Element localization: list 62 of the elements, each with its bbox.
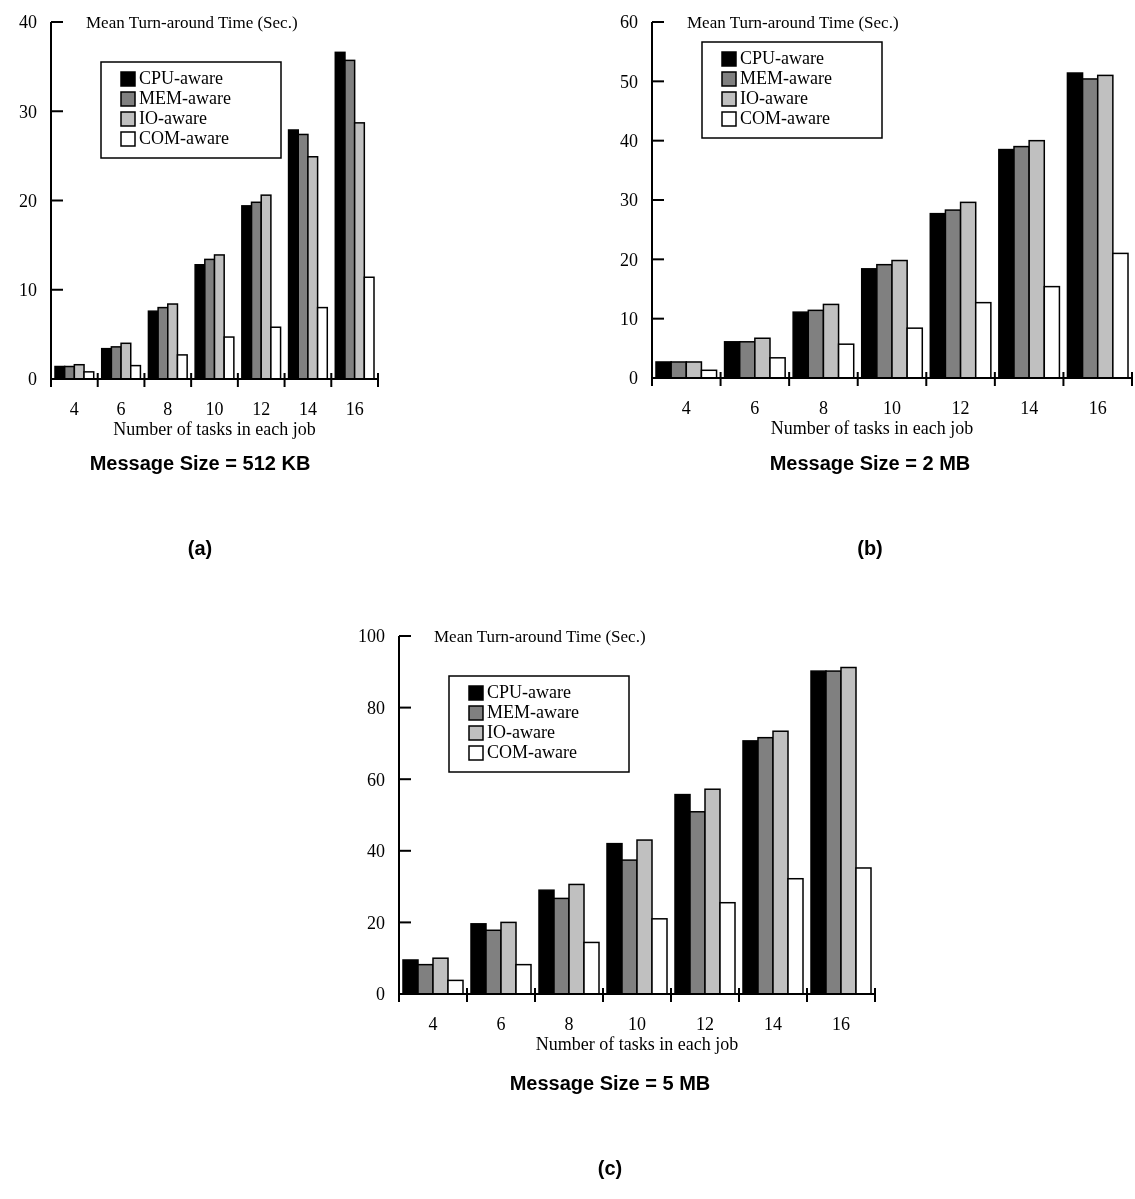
x-tick-label: 8 — [163, 399, 173, 419]
y-tick-label: 50 — [620, 71, 638, 92]
x-tick-label: 12 — [696, 1014, 714, 1034]
legend-label: COM-aware — [139, 128, 229, 148]
legend-label: IO-aware — [740, 88, 808, 108]
x-tick-label: 6 — [116, 399, 126, 419]
text: Message Size = 5 MB — [509, 1072, 711, 1094]
x-tick-label: 10 — [883, 398, 901, 418]
x-tick-label: 6 — [496, 1014, 506, 1034]
y-tick-label: 0 — [629, 368, 638, 389]
x-axis-title: Number of tasks in each job — [770, 418, 974, 438]
x-tick-label: 16 — [1088, 398, 1107, 418]
x-tick-label: 10 — [205, 399, 224, 419]
text: (b) — [857, 537, 883, 559]
y-tick-label: 20 — [367, 912, 385, 933]
text: (a) — [187, 537, 213, 559]
text: Message Size = 512 KB — [89, 452, 311, 474]
y-tick-label: 0 — [28, 369, 37, 390]
y-tick-label: 30 — [19, 101, 37, 122]
legend-label: COM-aware — [487, 742, 577, 762]
y-tick-label: 10 — [19, 280, 37, 301]
x-axis-title: Number of tasks in each job — [113, 419, 316, 439]
x-tick-label: 14 — [764, 1014, 782, 1034]
x-tick-label: 16 — [832, 1014, 850, 1034]
legend-label: CPU-aware — [139, 68, 223, 88]
y-tick-label: 100 — [358, 626, 385, 647]
x-axis-title: Number of tasks in each job — [535, 1034, 739, 1054]
y-tick-label: 30 — [620, 190, 638, 211]
y-tick-label: 20 — [620, 249, 638, 270]
x-tick-label: 12 — [252, 399, 271, 419]
legend-label: CPU-aware — [740, 48, 824, 68]
legend-label: MEM-aware — [139, 88, 231, 108]
y-tick-label: 60 — [620, 12, 638, 33]
x-tick-label: 14 — [1020, 398, 1039, 418]
x-tick-label: 4 — [428, 1014, 438, 1034]
x-tick-label: 8 — [564, 1014, 574, 1034]
x-tick-label: 12 — [951, 398, 970, 418]
y-tick-label: 20 — [19, 190, 37, 211]
x-tick-label: 4 — [681, 398, 691, 418]
x-tick-label: 6 — [750, 398, 760, 418]
legend-label: IO-aware — [487, 722, 555, 742]
y-tick-label: 40 — [367, 841, 385, 862]
legend-label: CPU-aware — [487, 682, 571, 702]
y-tick-label: 40 — [620, 130, 638, 151]
y-axis-title: Mean Turn-around Time (Sec.) — [687, 13, 899, 32]
legend-label: IO-aware — [139, 108, 207, 128]
y-axis-title: Mean Turn-around Time (Sec.) — [86, 13, 298, 32]
y-tick-label: 0 — [376, 984, 385, 1005]
text: Message Size = 2 MB — [769, 452, 971, 474]
x-tick-label: 16 — [345, 399, 364, 419]
y-tick-label: 60 — [367, 769, 385, 790]
x-tick-label: 8 — [818, 398, 828, 418]
x-tick-label: 4 — [69, 399, 79, 419]
y-axis-title: Mean Turn-around Time (Sec.) — [434, 627, 646, 646]
y-tick-label: 80 — [367, 697, 385, 718]
legend-label: MEM-aware — [487, 702, 579, 722]
y-tick-label: 10 — [620, 308, 638, 329]
x-tick-label: 14 — [298, 399, 317, 419]
text: (c) — [597, 1157, 623, 1179]
y-tick-label: 40 — [19, 12, 37, 33]
legend-label: MEM-aware — [740, 68, 832, 88]
legend-label: COM-aware — [740, 108, 830, 128]
